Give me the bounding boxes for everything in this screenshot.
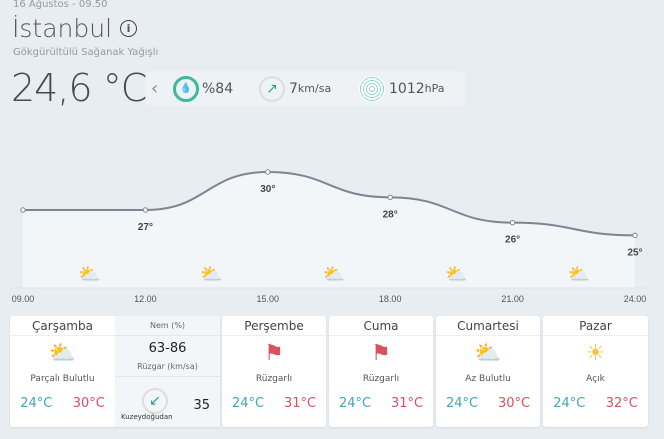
partly-cloudy-icon: ⛅ xyxy=(474,340,502,366)
wind-value: 7 xyxy=(289,80,298,97)
windsock-icon: ⚑ xyxy=(371,340,391,366)
pressure-icon xyxy=(359,75,385,102)
x-tick-label: 09.00 xyxy=(12,294,35,304)
info-icon[interactable]: i xyxy=(120,20,138,37)
low-temp: 24°C xyxy=(553,396,586,411)
humidity: 💧 %84 xyxy=(173,75,259,102)
x-tick-label: 21.00 xyxy=(501,294,524,304)
pressure-value: 1012 xyxy=(389,80,425,97)
day-name: Perşembe xyxy=(222,316,326,336)
day-card[interactable]: Cuma ⚑ Rüzgarlı 24°C 31°C xyxy=(329,316,433,427)
data-label: 28° xyxy=(383,209,398,220)
partly-cloudy-icon: ⛅ xyxy=(78,264,100,285)
wind-unit: km/sa xyxy=(297,82,332,95)
chevron-left-icon[interactable]: ‹ xyxy=(151,78,159,99)
pressure-unit: hPa xyxy=(424,82,445,95)
day-card[interactable]: Pazar ☀ Açık 24°C 32°C xyxy=(543,316,648,427)
partly-cloudy-icon: ⛅ xyxy=(200,264,222,285)
x-tick-label: 15.00 xyxy=(257,294,280,304)
humidity-range: 63-86 xyxy=(148,341,187,356)
high-temp: 30°C xyxy=(72,396,105,411)
partly-cloudy-icon: ⛅ xyxy=(445,264,467,285)
sun-icon: ☀ xyxy=(585,340,606,366)
partly-cloudy-icon: ⛅ xyxy=(323,264,345,285)
high-temp: 31°C xyxy=(283,396,317,411)
day-card[interactable]: Cumartesi ⛅ Az Bulutlu 24°C 30°C xyxy=(436,316,540,427)
day-desc: Rüzgarlı xyxy=(255,374,293,384)
day-desc: Rüzgarlı xyxy=(362,374,400,384)
day-desc: Az Bulutlu xyxy=(465,374,511,384)
day-name: Pazar xyxy=(543,316,648,336)
day-name: Cuma xyxy=(329,316,433,336)
data-label: 25° xyxy=(627,247,642,258)
high-temp: 30°C xyxy=(497,396,531,411)
day-desc: Parçalı Bulutlu xyxy=(30,374,95,384)
day-desc: Açık xyxy=(586,374,605,384)
data-label: 27° xyxy=(138,222,153,233)
temperature-line xyxy=(23,170,636,237)
day-card[interactable]: Perşembe ⚑ Rüzgarlı 24°C 31°C xyxy=(222,316,326,427)
humidity-value: %84 xyxy=(202,80,234,97)
partly-cloudy-icon: ⛅ xyxy=(48,340,77,366)
humidity-drop-icon: 💧 xyxy=(173,75,199,102)
wind-direction-icon: ↙ xyxy=(142,388,168,414)
x-tick-label: 12.00 xyxy=(134,294,157,304)
wind-speed: 35 xyxy=(193,398,210,413)
wind-label: Rüzgar (km/sa) xyxy=(115,362,220,377)
data-point xyxy=(509,219,516,226)
data-point xyxy=(20,207,26,213)
data-point xyxy=(387,194,393,201)
windsock-icon: ⚑ xyxy=(264,340,284,366)
wind-arrow-icon: ↗ xyxy=(259,75,285,102)
condition: Gökgürültülü Sağanak Yağışlı xyxy=(13,47,159,58)
data-point xyxy=(632,232,638,239)
current-temperature: 24,6 °C xyxy=(11,66,147,110)
data-point xyxy=(142,207,149,213)
data-label: 26° xyxy=(505,235,520,246)
city-name: İstanbul xyxy=(12,14,113,43)
low-temp: 24°C xyxy=(20,396,53,411)
city-title: İstanbul i xyxy=(12,14,138,43)
day-name: Cumartesi xyxy=(436,316,540,336)
pressure: 1012 hPa xyxy=(359,75,445,102)
wind: ↗ 7 km/sa xyxy=(259,75,359,102)
chart-area xyxy=(23,171,635,288)
x-tick-label: 18.00 xyxy=(379,294,402,304)
low-temp: 24°C xyxy=(338,396,372,411)
day-card-today[interactable]: Çarşamba ⛅ Parçalı Bulutlu 24°C 30°C Nem … xyxy=(10,316,220,427)
data-point xyxy=(265,169,271,175)
low-temp: 24°C xyxy=(231,396,265,411)
high-temp: 32°C xyxy=(605,396,638,411)
day-name: Çarşamba xyxy=(10,316,115,336)
humidity-label: Nem (%) xyxy=(115,316,220,336)
wind-direction: Kuzeydoğudan xyxy=(121,413,173,421)
date-time: 16 Ağustos - 09.50 xyxy=(13,0,108,10)
data-label: 30° xyxy=(260,184,275,195)
current-details: ‹ 💧 %84 ↗ 7 km/sa 1012 hPa xyxy=(146,71,465,106)
partly-cloudy-icon: ⛅ xyxy=(568,264,590,285)
x-tick-label: 24.00 xyxy=(624,294,647,304)
hourly-chart: 09.00 27° 12.00 30° 15.00 28° 18.00 26° 21.00 25°… xyxy=(10,169,650,304)
high-temp: 31°C xyxy=(390,396,424,411)
low-temp: 24°C xyxy=(445,396,479,411)
